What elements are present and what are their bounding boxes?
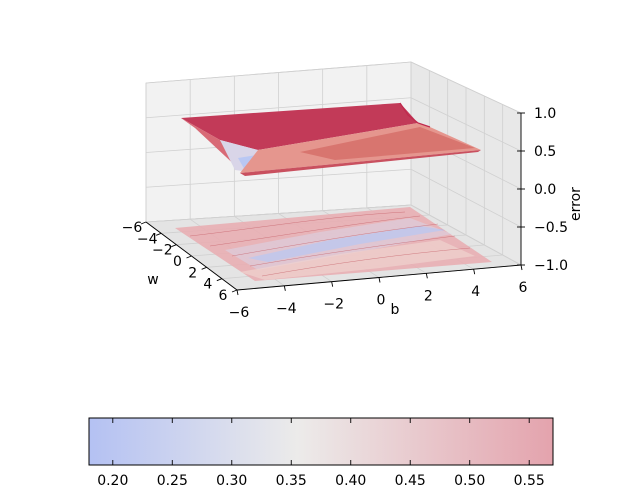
b-tick: [520, 264, 523, 271]
colorbar-tick-label: 0.35: [276, 473, 307, 489]
w-tick: [231, 289, 238, 293]
surface-ridge: [399, 102, 431, 128]
w-tick-label: 0: [173, 254, 182, 270]
surface-top-plateau: [181, 103, 418, 150]
b-axis-ticks: −6 −4 −2 0 2 4 6: [229, 264, 528, 321]
w-tick-label: 4: [203, 277, 212, 293]
surface-right-upper: [300, 127, 475, 160]
w-tick: [140, 221, 147, 225]
b-tick-label: 0: [377, 293, 386, 309]
contour-lines: [189, 211, 471, 277]
w-tick-label: 2: [188, 265, 197, 281]
b-tick-label: 4: [471, 284, 480, 300]
z-axis-ticks: −1.0 −0.5 0.0 0.5 1.0: [517, 106, 568, 274]
colorbar-tick-label: 0.25: [157, 473, 188, 489]
z-tick-label: −1.0: [534, 258, 568, 274]
colorbar-tick-label: 0.50: [454, 473, 485, 489]
z-axis-label: error: [568, 187, 584, 221]
w-tick: [201, 266, 207, 270]
w-tick-label: 6: [219, 288, 228, 304]
b-tick: [378, 277, 381, 283]
b-tick-label: 6: [519, 280, 528, 296]
b-tick: [236, 289, 239, 296]
grid-line: [145, 168, 412, 188]
w-tick: [216, 278, 223, 282]
b-tick-label: −6: [229, 305, 250, 321]
grid-line: [410, 61, 522, 114]
b-tick-label: 2: [424, 288, 433, 304]
z-tick-label: 1.0: [534, 106, 556, 122]
b-tick-label: −4: [276, 301, 297, 317]
grid-line: [410, 97, 522, 152]
w-tick: [155, 232, 162, 236]
grid-line: [410, 204, 522, 266]
colorbar-tick-label: 0.45: [395, 473, 426, 489]
z-tick-label: 0.5: [534, 144, 556, 160]
b-tick: [331, 281, 334, 287]
grid-line: [145, 61, 412, 84]
contour-mid-band: [225, 218, 452, 270]
colorbar-ticks: 0.20 0.25 0.30 0.35 0.40 0.45 0.50 0.55: [97, 418, 545, 489]
y-axis-label: b: [391, 302, 400, 318]
grid-line: [145, 204, 412, 223]
surface-front-edge: [240, 150, 481, 176]
z-tick-label: −0.5: [534, 220, 568, 236]
w-tick-label: −6: [122, 220, 143, 236]
w-tick: [186, 255, 192, 259]
grid-line: [145, 97, 412, 119]
colorbar-gradient: [88, 417, 554, 466]
b-tick: [473, 269, 476, 275]
grid-line: [410, 168, 522, 228]
w-tick-label: −2: [152, 243, 173, 259]
colorbar-tick-label: 0.40: [335, 473, 366, 489]
z-tick-label: 0.0: [534, 182, 556, 198]
contour-projection: [175, 207, 492, 281]
colorbar-tick-label: 0.30: [216, 473, 247, 489]
colorbar: 0.20 0.25 0.30 0.35 0.40 0.45 0.50 0.55: [88, 417, 554, 489]
error-surface: [181, 102, 481, 176]
colorbar-tick-label: 0.20: [97, 473, 128, 489]
w-tick-label: −4: [137, 231, 158, 247]
w-tick: [171, 244, 177, 248]
b-tick: [283, 285, 286, 291]
colorbar-tick-label: 0.55: [514, 473, 545, 489]
b-tick-label: −2: [323, 297, 344, 313]
x-axis-label: w: [147, 272, 158, 288]
b-tick: [425, 273, 428, 279]
